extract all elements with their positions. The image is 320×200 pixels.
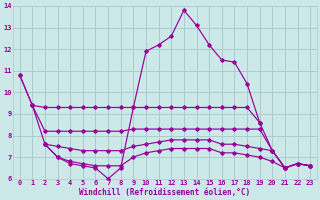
X-axis label: Windchill (Refroidissement éolien,°C): Windchill (Refroidissement éolien,°C) <box>79 188 251 197</box>
